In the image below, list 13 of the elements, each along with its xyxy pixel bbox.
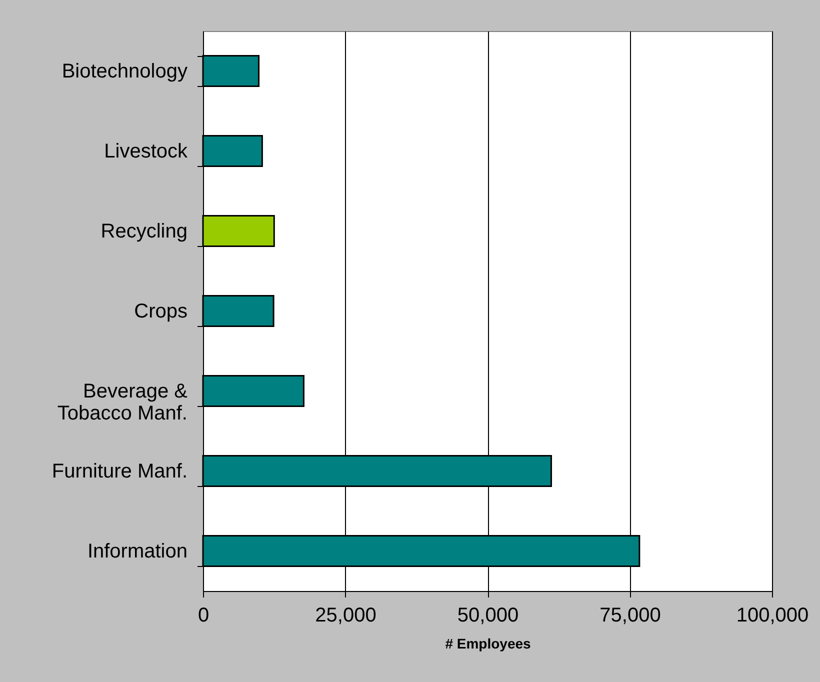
y-tick-label: Recycling [100,220,188,242]
x-tick-label: 0 [198,604,210,626]
y-tick-label: Information [87,540,188,562]
y-tick-label: Beverage & Tobacco Manf. [57,380,188,424]
x-tick-label: 25,000 [315,604,376,626]
y-tick-label: Furniture Manf. [52,460,188,482]
x-tick-label: 75,000 [600,604,661,626]
x-tick-label: 50,000 [457,604,519,626]
x-tick-label: 100,000 [736,604,809,626]
x-axis-title: # Employees [445,636,532,652]
y-tick-label: Biotechnology [62,60,188,82]
y-tick-label: Livestock [104,140,188,162]
y-tick-label: Crops [134,300,188,322]
